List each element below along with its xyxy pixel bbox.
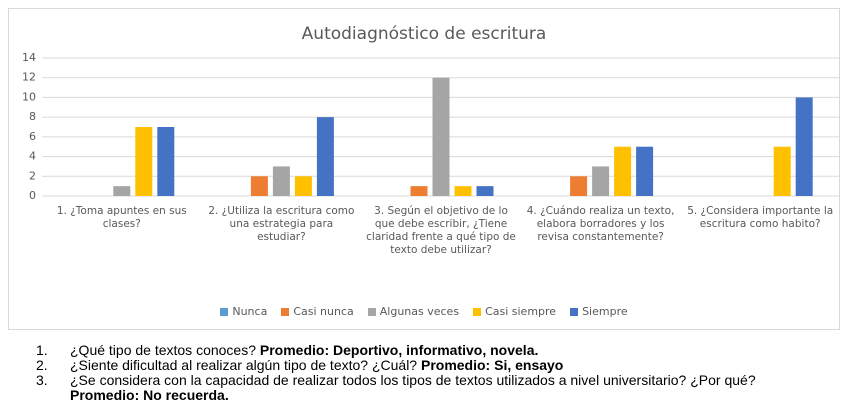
- legend-item: Nunca: [220, 305, 267, 318]
- bar: [454, 186, 472, 196]
- legend-label: Casi nunca: [293, 305, 354, 318]
- bar: [250, 176, 268, 196]
- chart: Autodiagnóstico de escritura 0 2 4 6 8 10 12 14: [22, 24, 840, 202]
- bar: [157, 127, 175, 196]
- bar: [614, 146, 632, 196]
- bar: [795, 97, 813, 196]
- bar: [135, 127, 153, 196]
- item-question: ¿Se considera con la capacidad de realiz…: [70, 372, 756, 388]
- item-answer: Promedio: No recuerda.: [70, 387, 229, 403]
- bar: [592, 166, 610, 196]
- legend-item: Casi siempre: [473, 305, 556, 318]
- item-number: 2.: [36, 357, 48, 373]
- list-item: 3. ¿Se considera con la capacidad de real…: [36, 373, 816, 403]
- bar: [570, 176, 588, 196]
- bar: [410, 186, 428, 196]
- chart-title: Autodiagnóstico de escritura: [302, 24, 547, 44]
- legend-item: Siempre: [570, 305, 628, 318]
- list-item: 2. ¿Siente dificultad al realizar algún t…: [36, 358, 816, 373]
- bar: [432, 77, 450, 196]
- legend-label: Algunas veces: [379, 305, 460, 318]
- legend-swatch: [570, 307, 579, 316]
- bar: [294, 176, 312, 196]
- x-tick-label: 2. ¿Utiliza la escritura como una estrat…: [208, 205, 355, 243]
- legend-item: Algunas veces: [367, 305, 460, 318]
- item-number: 3.: [36, 372, 48, 388]
- item-question: ¿Siente dificultad al realizar algún tip…: [70, 357, 418, 373]
- y-tick-label: 14: [22, 51, 36, 64]
- x-tick-label: 5. ¿Considera importante la escritura co…: [687, 205, 834, 230]
- bar: [113, 186, 131, 196]
- list-item: 1. ¿Qué tipo de textos conoces? Promedio:…: [36, 343, 816, 358]
- item-text: ¿Se considera con la capacidad de realiz…: [70, 373, 816, 403]
- y-tick-label: 6: [29, 130, 36, 143]
- y-tick-label: 2: [29, 169, 36, 182]
- y-tick-label: 4: [29, 150, 36, 163]
- legend-swatch: [473, 307, 482, 316]
- legend-item: Casi nunca: [281, 305, 354, 318]
- legend-label: Nunca: [232, 305, 268, 318]
- legend-label: Siempre: [582, 305, 628, 318]
- legend-label: Casi siempre: [485, 305, 557, 318]
- legend-swatch: [281, 307, 290, 316]
- legend-swatch: [220, 307, 229, 316]
- item-text: ¿Siente dificultad al realizar algún tip…: [70, 358, 563, 373]
- legend-swatch: [367, 307, 376, 316]
- legend: Nunca Casi nunca Algunas veces Casi siempre…: [8, 305, 840, 318]
- question-list: 1. ¿Qué tipo de textos conoces? Promedio:…: [36, 343, 816, 403]
- chart-frame: [8, 8, 840, 330]
- item-text: ¿Qué tipo de textos conoces? Promedio: D…: [70, 343, 538, 358]
- y-tick-label: 12: [22, 71, 36, 84]
- y-tick-label: 8: [29, 110, 36, 123]
- x-tick-label: 3. Según el objetivo de lo que debe escr…: [366, 205, 516, 256]
- y-tick-label: 10: [22, 90, 36, 103]
- item-number: 1.: [36, 342, 48, 358]
- item-question: ¿Qué tipo de textos conoces?: [70, 342, 256, 358]
- item-answer: Promedio: Si, ensayo: [420, 357, 564, 373]
- bar: [636, 146, 654, 196]
- bar: [476, 186, 494, 196]
- x-tick-label: 4. ¿Cuándo realiza un texto, elabora bor…: [526, 205, 675, 243]
- y-tick-label: 0: [29, 189, 36, 202]
- bar: [773, 146, 791, 196]
- bar: [272, 166, 290, 196]
- x-tick-label: 1. ¿Toma apuntes en sus clases?: [56, 205, 187, 230]
- bar: [316, 117, 334, 196]
- item-answer: Promedio: Deportivo, informativo, novela…: [259, 342, 539, 358]
